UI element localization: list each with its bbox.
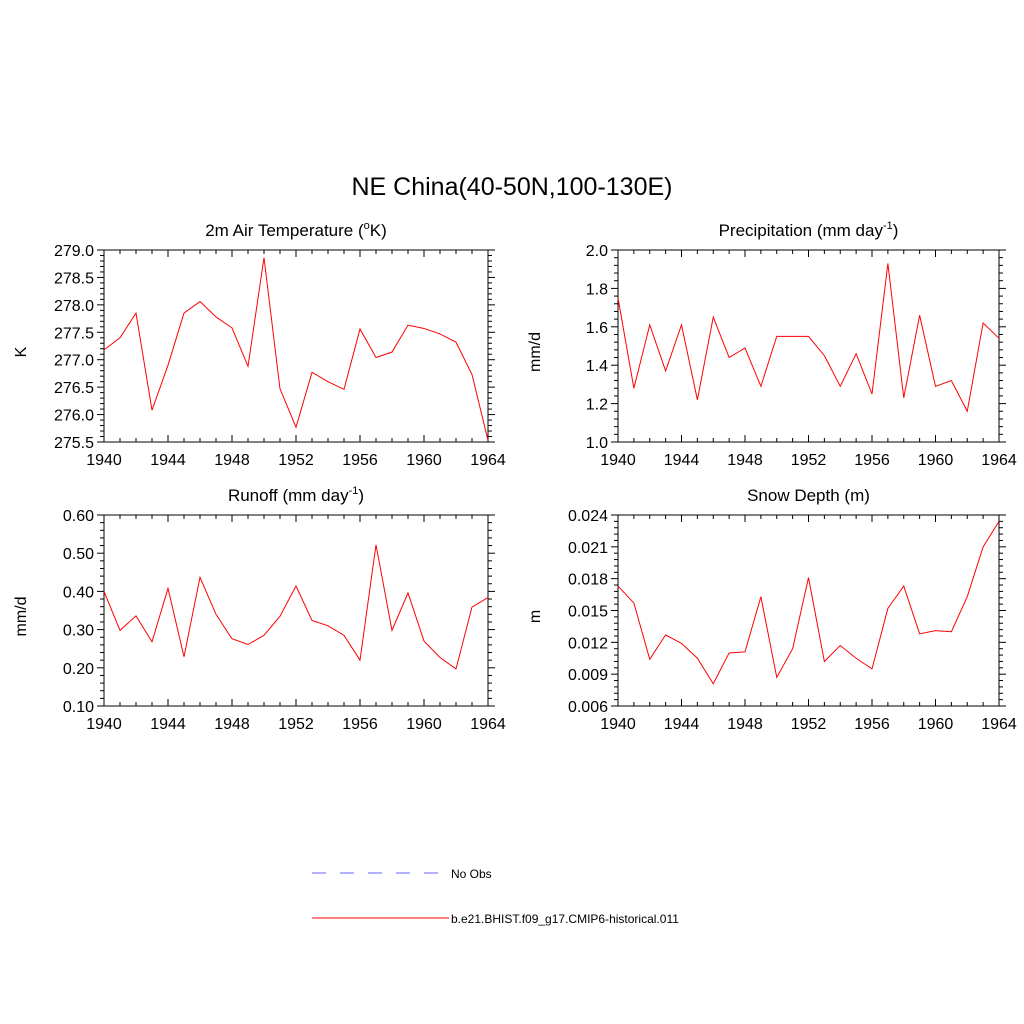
- y-axis-label: K: [13, 346, 30, 357]
- y-tick-label: 1.0: [586, 435, 608, 452]
- y-tick-label: 0.009: [568, 667, 608, 684]
- legend: No Obs b.e21.BHIST.f09_g17.CMIP6-histori…: [312, 867, 679, 926]
- chart-panel: 1940 1944 1948 1952 1956 1960 1964 0.006 0.009 0.…: [527, 486, 1017, 733]
- y-tick-label: 0.015: [568, 604, 608, 621]
- panel-title: Precipitation (mm day-1): [719, 220, 899, 240]
- y-axis-label: mm/d: [13, 597, 30, 637]
- x-tick-label: 1956: [342, 716, 378, 733]
- y-tick-label: 0.20: [63, 661, 94, 678]
- x-tick-label: 1956: [854, 716, 890, 733]
- x-tick-label: 1956: [342, 452, 378, 469]
- y-tick-label: 1.2: [586, 397, 608, 414]
- y-tick-label: 0.60: [63, 508, 94, 525]
- y-tick-label: 0.30: [63, 623, 94, 640]
- panel-title: Runoff (mm day-1): [228, 485, 364, 505]
- x-tick-label: 1956: [854, 452, 890, 469]
- x-tick-label: 1952: [791, 716, 827, 733]
- x-tick-label: 1944: [150, 716, 186, 733]
- y-tick-label: 277.0: [54, 353, 94, 370]
- y-tick-label: 279.0: [54, 243, 94, 260]
- y-tick-label: 0.40: [63, 584, 94, 601]
- chart-panel: 1940 1944 1948 1952 1956 1960 1964 1.0 1.2 1.4 1.6…: [527, 220, 1017, 469]
- x-tick-label: 1948: [214, 716, 250, 733]
- x-tick-label: 1960: [406, 452, 442, 469]
- y-axis-label: mm/d: [527, 332, 544, 372]
- x-tick-label: 1944: [150, 452, 186, 469]
- chart-panel: 1940 1944 1948 1952 1956 1960 1964 0.10 0.20 0.30…: [13, 485, 506, 733]
- y-tick-label: 0.012: [568, 635, 608, 652]
- series-line: [617, 521, 1000, 685]
- x-tick-label: 1948: [214, 452, 250, 469]
- x-tick-label: 1960: [406, 716, 442, 733]
- plot-frame: [617, 514, 1000, 707]
- page-title: NE China(40-50N,100-130E): [351, 173, 672, 201]
- y-tick-label: 1.4: [586, 358, 608, 375]
- x-tick-label: 1952: [278, 452, 314, 469]
- x-tick-label: 1948: [727, 716, 763, 733]
- y-tick-label: 0.50: [63, 546, 94, 563]
- legend-model-label: b.e21.BHIST.f09_g17.CMIP6-historical.011: [451, 912, 679, 926]
- y-tick-label: 276.0: [54, 408, 94, 425]
- x-tick-label: 1964: [981, 716, 1017, 733]
- plot-frame: [103, 249, 489, 443]
- y-tick-label: 278.0: [54, 298, 94, 315]
- x-tick-label: 1944: [664, 452, 700, 469]
- x-tick-label: 1960: [918, 716, 954, 733]
- series-line: [617, 263, 1000, 413]
- y-axis-label: m: [527, 610, 544, 623]
- y-tick-label: 0.006: [568, 699, 608, 716]
- y-tick-label: 1.6: [586, 320, 608, 337]
- x-tick-label: 1948: [727, 452, 763, 469]
- x-tick-label: 1940: [86, 452, 122, 469]
- y-tick-label: 1.8: [586, 281, 608, 298]
- y-tick-label: 0.018: [568, 572, 608, 589]
- x-tick-label: 1940: [86, 716, 122, 733]
- y-tick-label: 275.5: [54, 435, 94, 452]
- x-tick-label: 1964: [981, 452, 1017, 469]
- y-tick-label: 276.5: [54, 380, 94, 397]
- x-tick-label: 1964: [470, 452, 506, 469]
- panel-title: 2m Air Temperature (oK): [205, 220, 387, 240]
- series-line: [103, 544, 489, 670]
- panels-group: 1940 1944 1948 1952 1956 1960 1964 275.5 276.0 27…: [13, 220, 1017, 733]
- x-tick-label: 1964: [470, 716, 506, 733]
- y-tick-label: 0.024: [568, 508, 608, 525]
- x-tick-label: 1940: [600, 716, 636, 733]
- series-line: [103, 257, 489, 441]
- legend-obs-label: No Obs: [451, 867, 492, 881]
- y-tick-label: 278.5: [54, 270, 94, 287]
- plot-frame: [617, 249, 1000, 443]
- x-tick-label: 1944: [664, 716, 700, 733]
- y-tick-label: 277.5: [54, 325, 94, 342]
- y-tick-label: 0.10: [63, 699, 94, 716]
- x-tick-label: 1952: [791, 452, 827, 469]
- y-tick-label: 0.021: [568, 540, 608, 557]
- chart-panel: 1940 1944 1948 1952 1956 1960 1964 275.5 276.0 27…: [13, 220, 506, 469]
- y-tick-label: 2.0: [586, 243, 608, 260]
- x-tick-label: 1952: [278, 716, 314, 733]
- panel-title: Snow Depth (m): [747, 486, 870, 505]
- x-tick-label: 1960: [918, 452, 954, 469]
- x-tick-label: 1940: [600, 452, 636, 469]
